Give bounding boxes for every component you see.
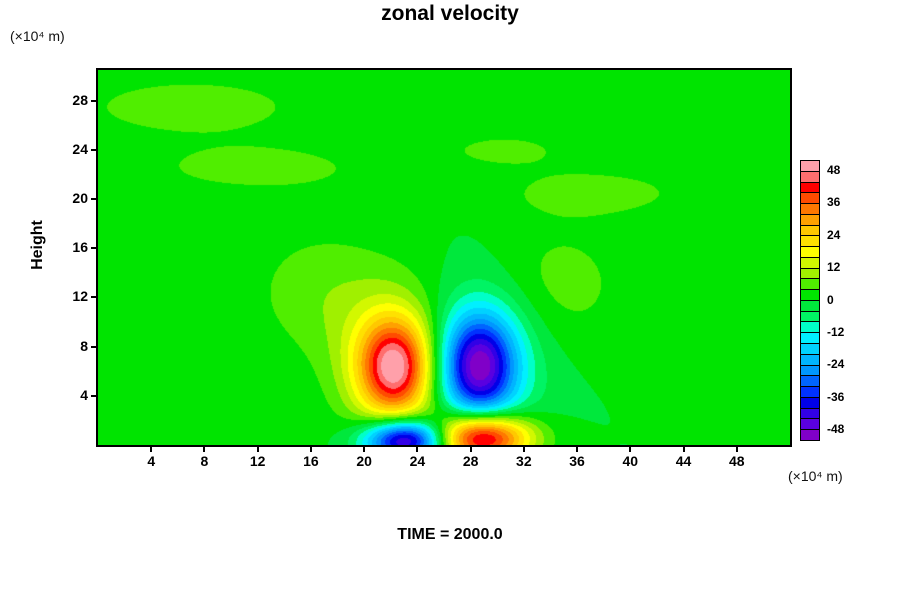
x-tick-label: 16: [303, 453, 319, 469]
colorbar-segment: [801, 310, 819, 322]
y-tick-label: 28: [72, 91, 88, 108]
y-tick: [91, 394, 96, 397]
y-tick: [91, 296, 96, 299]
x-tick-label: 36: [569, 453, 585, 469]
y-tick: [91, 148, 96, 151]
x-tick: [309, 447, 312, 452]
y-tick-label: 24: [72, 140, 88, 157]
x-tick: [576, 447, 579, 452]
x-axis-unit-label: (×10⁴ m): [788, 468, 843, 484]
colorbar-label: 36: [827, 195, 841, 210]
x-tick: [735, 447, 738, 452]
colorbar: [800, 160, 820, 441]
colorbar-label: -48: [827, 422, 845, 437]
colorbar-segment: [801, 364, 819, 376]
x-tick: [469, 447, 472, 452]
colorbar-segment: [801, 161, 819, 171]
x-tick-label: 4: [147, 453, 156, 469]
colorbar-segment: [801, 192, 819, 204]
y-tick-label: 8: [80, 337, 88, 354]
x-tick-label: 48: [728, 453, 745, 469]
x-tick: [682, 447, 685, 452]
colorbar-segment: [801, 343, 819, 354]
colorbar-label: -36: [827, 389, 845, 404]
time-annotation: TIME = 2000.0: [397, 526, 503, 543]
colorbar-segment: [801, 278, 819, 290]
y-tick-label: 4: [80, 386, 88, 403]
x-tick-label: 20: [356, 453, 372, 469]
colorbar-segment: [801, 396, 819, 408]
y-tick-label: 20: [72, 190, 88, 207]
colorbar-segment: [801, 170, 819, 182]
colorbar-segment: [801, 235, 819, 247]
y-axis-unit-label: (×10⁴ m): [10, 28, 65, 44]
x-tick-label: 40: [622, 453, 639, 469]
chart-title: zonal velocity: [381, 2, 519, 25]
x-tick: [522, 447, 525, 452]
colorbar-label: -12: [827, 324, 845, 339]
x-tick: [203, 447, 206, 452]
x-tick: [150, 447, 153, 452]
x-tick-label: 24: [409, 453, 426, 469]
colorbar-segment: [801, 246, 819, 257]
colorbar-segment: [801, 321, 819, 333]
colorbar-label: 12: [827, 260, 841, 275]
colorbar-segment: [801, 407, 819, 419]
x-tick-label: 12: [249, 453, 266, 469]
y-tick-label: 16: [72, 239, 88, 256]
colorbar-segment: [801, 224, 819, 236]
colorbar-segment: [801, 353, 819, 365]
colorbar-segment: [801, 375, 819, 387]
colorbar-segment: [801, 429, 819, 440]
y-tick: [91, 247, 96, 250]
y-tick: [91, 198, 96, 201]
x-tick: [363, 447, 366, 452]
colorbar-segment: [801, 289, 819, 300]
colorbar-segment: [801, 418, 819, 430]
y-tick: [91, 99, 96, 102]
y-tick: [91, 345, 96, 348]
x-tick: [416, 447, 419, 452]
colorbar-segment: [801, 386, 819, 397]
contour-field-canvas: [98, 70, 790, 445]
x-tick: [629, 447, 632, 452]
colorbar-segment: [801, 181, 819, 193]
x-tick: [256, 447, 259, 452]
colorbar-segment: [801, 332, 819, 344]
x-tick-label: 8: [200, 453, 209, 469]
colorbar-label: 24: [827, 227, 841, 242]
x-tick-label: 32: [516, 453, 532, 469]
x-tick-label: 44: [675, 453, 692, 469]
colorbar-segment: [801, 299, 819, 311]
colorbar-segment: [801, 256, 819, 268]
x-tick-label: 28: [462, 453, 479, 469]
colorbar-segment: [801, 267, 819, 279]
colorbar-segment: [801, 203, 819, 214]
y-axis-title: Height: [29, 220, 46, 270]
y-tick-label: 12: [72, 288, 88, 305]
colorbar-segment: [801, 213, 819, 225]
colorbar-label: 0: [827, 292, 834, 307]
colorbar-label: 48: [827, 162, 841, 177]
colorbar-label: -24: [827, 357, 845, 372]
